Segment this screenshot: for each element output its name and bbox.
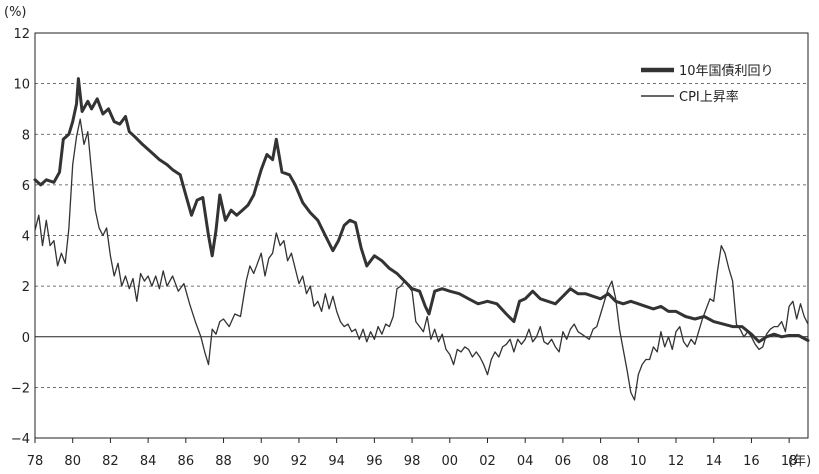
y-tick-label: 6 — [22, 179, 30, 194]
y-tick-label: 4 — [22, 230, 30, 245]
x-tick-label: 00 — [442, 454, 459, 469]
plot-frame — [34, 32, 809, 439]
x-tick-label: 12 — [668, 454, 685, 469]
x-tick-label: 78 — [27, 454, 44, 469]
x-tick-label: 16 — [743, 454, 760, 469]
x-tick-label: 80 — [64, 454, 81, 469]
legend-label-bond-yield: 10年国債利回り — [679, 64, 774, 79]
x-tick-label: 96 — [366, 454, 383, 469]
y-axis-unit-label: (%) — [4, 5, 27, 20]
x-tick-label: 86 — [178, 454, 195, 469]
series-lines — [33, 77, 810, 401]
x-tick-label: 10 — [630, 454, 647, 469]
x-tick-label: 82 — [102, 454, 119, 469]
series-line-bond-yield — [33, 77, 810, 344]
y-tick-label: 12 — [13, 27, 30, 42]
x-tick-label: 90 — [253, 454, 270, 469]
x-tick-label: 92 — [291, 454, 308, 469]
y-tick-label: −4 — [11, 432, 30, 447]
legend: 10年国債利回り CPI上昇率 — [641, 64, 774, 105]
grid-lines — [35, 83, 808, 388]
x-tick-label: 84 — [140, 454, 157, 469]
x-tick-label: 02 — [479, 454, 496, 469]
x-tick-label: 98 — [404, 454, 421, 469]
series-line-cpi — [34, 118, 809, 401]
x-tick-label: 18 — [781, 454, 798, 469]
y-tick-label: 2 — [22, 280, 30, 295]
y-tick-label: 8 — [22, 128, 30, 143]
x-axis-unit-label: (年) — [788, 454, 811, 469]
y-tick-label: 10 — [13, 78, 30, 93]
legend-label-cpi: CPI上昇率 — [679, 89, 739, 105]
x-tick-label: 06 — [555, 454, 572, 469]
y-tick-label: −2 — [11, 381, 30, 396]
x-tick-label: 14 — [705, 454, 722, 469]
y-tick-label: 0 — [22, 331, 30, 346]
x-tick-label: 94 — [328, 454, 345, 469]
x-tick-label: 88 — [215, 454, 232, 469]
x-tick-label: 04 — [517, 454, 534, 469]
x-tick-label: 08 — [592, 454, 609, 469]
